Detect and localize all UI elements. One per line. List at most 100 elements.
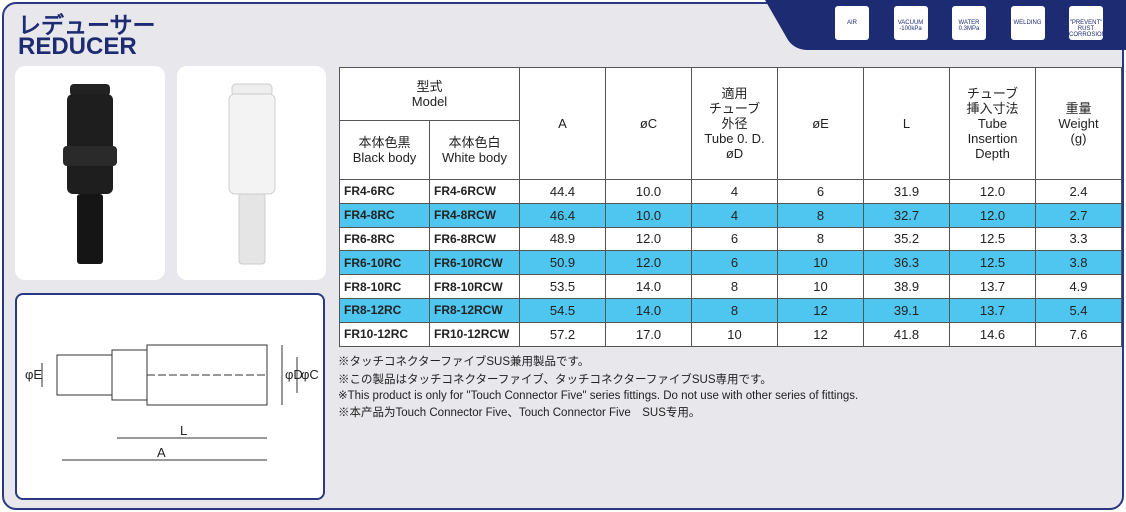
cell: 12.0: [949, 202, 1036, 228]
cell: 6: [777, 179, 864, 204]
header-cell: øC: [605, 67, 692, 180]
text-line: WATER: [958, 20, 980, 26]
cell: 13.7: [949, 297, 1036, 323]
text-line: Black body: [352, 150, 417, 165]
icon: "PREVENT" RUST CORROSION: [1069, 6, 1107, 40]
text-line: VACUUM: [897, 20, 924, 26]
cell: FR8-10RC: [339, 274, 430, 299]
cell: 10.0: [605, 179, 692, 204]
cell: 12.0: [605, 226, 692, 252]
text-line: チューブ: [966, 86, 1019, 101]
header-cell: 適用 チューブ 外径 Tube 0. D. øD: [691, 67, 778, 180]
note: ※タッチコネクターファイブSUS兼用製品です。: [338, 356, 590, 368]
cell: FR6-10RC: [339, 250, 430, 276]
text-line: White body: [441, 150, 508, 165]
cell: 3.8: [1035, 250, 1122, 276]
cell: 14.0: [605, 297, 692, 323]
dim-label: A: [157, 445, 166, 460]
cell: 8: [777, 202, 864, 228]
cell: 12.0: [949, 179, 1036, 204]
text-line: 外径: [721, 116, 748, 131]
text-line: RUST CORROSION: [1069, 26, 1107, 38]
note: ※This product is only for "Touch Connect…: [338, 390, 859, 402]
text-line: 重量: [1065, 101, 1092, 116]
cell: FR6-8RC: [339, 226, 430, 252]
cell: 6: [691, 226, 778, 252]
cell: 10: [691, 321, 778, 347]
icon: AIR: [835, 6, 869, 40]
icon: WELDING: [1010, 6, 1045, 40]
cell: 12: [777, 321, 864, 347]
text-line: 本体色白: [448, 135, 501, 150]
cell: 4: [691, 202, 778, 228]
cell: FR4-8RC: [339, 202, 430, 228]
cell: 35.2: [863, 226, 950, 252]
icon: VACUUM -100kPa: [893, 6, 928, 40]
header-row: 本体色黒 Black body 本体色白 White body: [339, 120, 1122, 180]
cell: 44.4: [519, 179, 606, 204]
text-line: Weight: [1058, 116, 1099, 131]
cell: FR10-12RCW: [429, 321, 520, 347]
cell: 8: [691, 274, 778, 299]
cell: FR4-6RCW: [429, 179, 520, 204]
text-line: 適用: [721, 86, 748, 101]
cell: FR6-8RCW: [429, 226, 520, 252]
header-cell: A: [519, 67, 606, 180]
text-line: Insertion: [967, 131, 1018, 146]
header-cell: øE: [777, 67, 864, 180]
text-line: A: [558, 116, 567, 131]
data-row: FR4-8RC FR4-8RCW 46.4 10.0 4 8 32.7 12.0 2.7: [339, 202, 1122, 228]
cell: 14.6: [949, 321, 1036, 347]
cell: 46.4: [519, 202, 606, 228]
header-cell: 型式 Model: [339, 67, 520, 121]
cell: 41.8: [863, 321, 950, 347]
header-cell: 重量 Weight (g): [1035, 67, 1122, 180]
data-row: FR8-10RC FR8-10RCW 53.5 14.0 8 10 38.9 13.7 4.9: [339, 274, 1122, 299]
cell: FR8-12RCW: [429, 297, 520, 323]
cell: FR8-12RC: [339, 297, 430, 323]
icon: WATER 0.3MPa: [952, 6, 986, 40]
text-line: チューブ: [708, 101, 761, 116]
header-cell: 本体色白 White body: [429, 120, 520, 180]
cell: 6: [691, 250, 778, 276]
note: ※この製品はタッチコネクターファイブ、タッチコネクターファイブSUS専用です。: [338, 374, 772, 386]
text-line: (g): [1070, 131, 1087, 146]
cell: 3.3: [1035, 226, 1122, 252]
cell: 12.5: [949, 250, 1036, 276]
photo-white: [177, 66, 326, 280]
cell: 17.0: [605, 321, 692, 347]
header-cell: 本体色黒 Black body: [339, 120, 430, 180]
cell: 48.9: [519, 226, 606, 252]
cell: FR4-8RCW: [429, 202, 520, 228]
cell: 2.4: [1035, 179, 1122, 204]
title-jp: レデューサー: [18, 12, 156, 38]
text-line: Depth: [975, 146, 1010, 161]
cell: 7.6: [1035, 321, 1122, 347]
text-line: -100kPa: [899, 26, 922, 32]
cell: 36.3: [863, 250, 950, 276]
cell: 13.7: [949, 274, 1036, 299]
photo-black: [15, 66, 165, 280]
cell: 12.0: [605, 250, 692, 276]
data-row: FR8-12RC FR8-12RCW 54.5 14.0 8 12 39.1 13.7 5.4: [339, 297, 1122, 323]
header-cell: L: [863, 67, 950, 180]
text-line: WELDING: [1013, 20, 1042, 26]
dim-label: φE: [25, 367, 42, 382]
text-line: 挿入寸法: [966, 101, 1019, 116]
cell: 10.0: [605, 202, 692, 228]
cell: 38.9: [863, 274, 950, 299]
cell: FR10-12RC: [339, 321, 430, 347]
cell: 54.5: [519, 297, 606, 323]
text-line: øC: [639, 116, 658, 131]
dim-label: φC: [301, 367, 319, 382]
cell: FR4-6RC: [339, 179, 430, 204]
cell: 53.5: [519, 274, 606, 299]
text-line: 型式: [416, 79, 443, 94]
text-line: Tube 0. D.: [704, 131, 765, 146]
diagram: φE φD φC L A: [15, 293, 325, 500]
cell: 39.1: [863, 297, 950, 323]
cell: 57.2: [519, 321, 606, 347]
cell: 31.9: [863, 179, 950, 204]
text-line: L: [902, 116, 911, 131]
